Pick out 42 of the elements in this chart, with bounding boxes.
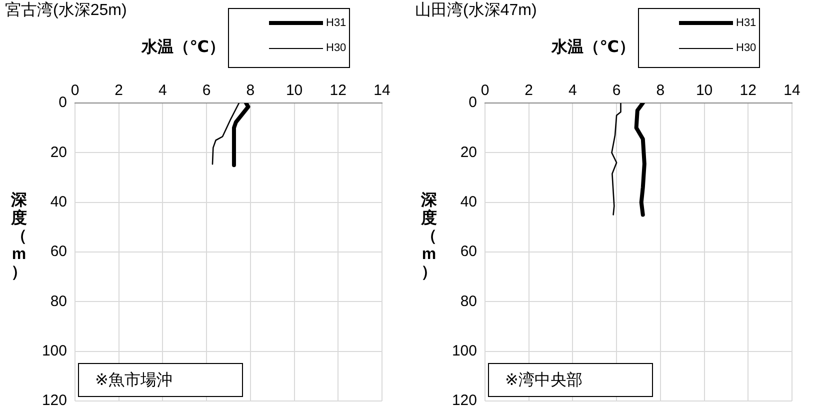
x-axis-title: 水温（℃） (142, 38, 225, 58)
legend-label: H30 (736, 42, 756, 54)
x-tick-label: 6 (202, 82, 211, 100)
x-tick-label: 2 (114, 82, 124, 100)
x-tick-label: 12 (330, 82, 346, 100)
x-tick-label: 0 (70, 82, 80, 100)
text-box: ※湾中央部 (488, 363, 653, 397)
x-tick-label: 8 (656, 82, 665, 100)
x-tick-label: 4 (568, 82, 577, 100)
y-tick-label: 80 (50, 292, 67, 310)
x-tick-label: 14 (784, 82, 800, 100)
x-tick-label: 8 (246, 82, 255, 100)
x-tick-label: 10 (696, 82, 713, 100)
y-axis-title: 深度（m） (420, 192, 438, 282)
y-tick-label: 0 (468, 94, 477, 112)
y-tick-label: 0 (58, 94, 67, 112)
y-tick-label: 20 (460, 144, 477, 161)
x-tick-label: 2 (524, 82, 534, 100)
chart-title: 山田湾(水深47m) (415, 0, 537, 21)
x-tick-label: 6 (612, 82, 621, 100)
y-tick-label: 100 (42, 342, 67, 360)
y-tick-label: 120 (452, 392, 477, 410)
y-tick-label: 40 (460, 193, 477, 210)
x-tick-label: 10 (286, 82, 303, 100)
y-tick-label: 60 (50, 243, 67, 260)
y-tick-label: 120 (42, 392, 67, 410)
y-tick-label: 100 (452, 342, 477, 360)
chart-title: 宮古湾(水深25m) (5, 0, 127, 21)
x-tick-label: 4 (158, 82, 167, 100)
x-tick-label: 14 (374, 82, 390, 100)
y-tick-label: 20 (50, 144, 67, 161)
y-tick-label: 80 (460, 292, 477, 310)
y-tick-label: 40 (50, 193, 67, 210)
legend-label: H31 (326, 17, 346, 29)
x-tick-label: 0 (480, 82, 490, 100)
text-box: ※魚市場沖 (78, 363, 243, 397)
x-tick-label: 12 (740, 82, 756, 100)
legend-label: H31 (736, 17, 756, 29)
y-tick-label: 60 (460, 243, 477, 260)
x-axis-title: 水温（℃） (552, 38, 635, 58)
y-axis-title: 深度（m） (10, 192, 28, 282)
legend-label: H30 (326, 42, 346, 54)
